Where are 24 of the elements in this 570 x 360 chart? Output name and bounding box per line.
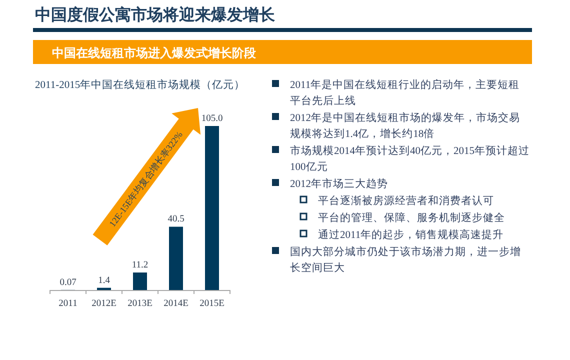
text: 平台逐渐被房源经营者和消费者认可: [318, 194, 494, 207]
data-label: 0.07: [60, 278, 77, 288]
text: 平台的管理、保障、服务机制逐步健全: [318, 211, 505, 224]
bar: [169, 226, 183, 290]
text: 2012年市场三大趋势: [290, 177, 388, 190]
chart-title: 中国度假公寓市场将迎来爆发增长: [35, 5, 276, 24]
chart-subtitle: 中国在线短租市场进入爆发式增长阶段: [52, 46, 257, 60]
bar: [133, 272, 147, 290]
x-tick-label: 2012E: [92, 299, 117, 309]
data-label: 1.4: [98, 276, 110, 286]
text: 2012年是中国在线短租市场的爆发年，市场交易规模将达到1.4亿，增长约18倍: [290, 111, 520, 140]
x-tick-label: 2014E: [164, 299, 189, 309]
x-tick-label: 2013E: [128, 299, 153, 309]
text: 国内大部分城市仍处于该市场潜力期，进一步增长空间巨大: [290, 245, 521, 274]
text: 2011年是中国在线短租行业的启动年，主要短租平台先后上线: [290, 78, 520, 107]
bar: [205, 126, 219, 290]
x-tick-label: 2015E: [200, 299, 225, 309]
x-tick-label: 2011: [58, 299, 78, 309]
data-label: 11.2: [132, 260, 148, 271]
text: 市场规模2014年预计达到40亿元，2015年预计超过100亿元: [290, 144, 530, 173]
text: 通过2011年的起步，销售规模高速提升: [318, 228, 504, 241]
text: 2011-2015年中国在线短租市场规模（亿元）: [35, 78, 246, 91]
data-label: 40.5: [168, 214, 185, 225]
data-label: 105.0: [201, 114, 223, 124]
